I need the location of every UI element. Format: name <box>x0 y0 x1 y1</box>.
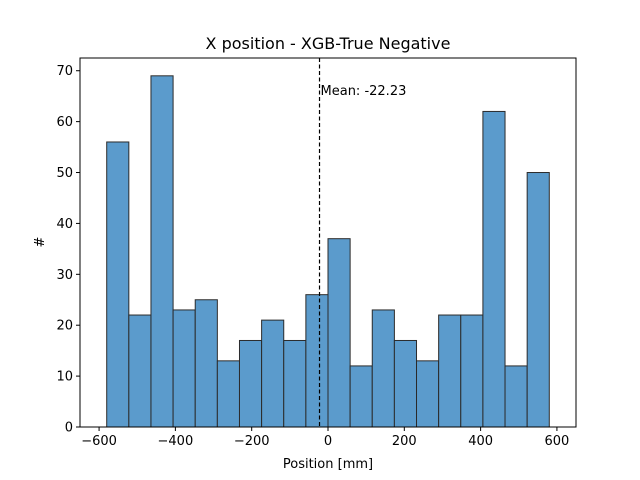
mean-label: Mean: -22.23 <box>321 84 407 99</box>
y-tick-label: 10 <box>56 370 73 385</box>
histogram-bar <box>438 314 462 428</box>
y-axis-ticks: 0 10 20 30 40 50 60 70 <box>56 64 80 436</box>
histogram-bar <box>526 172 550 428</box>
y-tick-label: 40 <box>56 217 73 232</box>
histogram-bar <box>305 294 329 428</box>
histogram-bar <box>327 238 351 428</box>
histogram-bar <box>238 339 263 428</box>
histogram-bar <box>172 309 196 428</box>
histogram-bar <box>460 314 484 428</box>
y-tick-label: 0 <box>65 421 73 436</box>
bars-layer <box>106 75 550 428</box>
histogram-bar <box>128 314 152 428</box>
histogram-bar <box>482 110 506 428</box>
histogram-bar <box>216 360 240 428</box>
chart-title: X position - XGB-True Negative <box>206 34 451 53</box>
y-tick-label: 60 <box>56 115 73 130</box>
x-axis-ticks: −600 −400 −200 0 200 400 600 <box>81 427 569 449</box>
histogram-bar <box>504 365 528 428</box>
y-tick-label: 30 <box>56 268 73 283</box>
histogram-bar <box>194 299 218 428</box>
y-axis-label: # <box>33 237 48 248</box>
x-axis-label: Position [mm] <box>283 457 373 472</box>
x-tick-label: 600 <box>545 434 570 449</box>
histogram-bar <box>371 309 395 428</box>
x-tick-label: 0 <box>324 434 332 449</box>
mean-layer: Mean: -22.23 <box>318 58 407 427</box>
y-tick-label: 50 <box>56 166 73 181</box>
histogram-bar <box>283 339 307 428</box>
x-tick-label: 200 <box>392 434 417 449</box>
x-tick-label: −600 <box>81 434 117 449</box>
histogram-bar <box>261 319 285 428</box>
y-tick-label: 20 <box>56 319 73 334</box>
x-tick-label: −200 <box>234 434 270 449</box>
x-tick-label: −400 <box>158 434 194 449</box>
histogram-bar <box>150 75 174 428</box>
histogram-bar <box>416 360 440 428</box>
histogram-bar <box>106 141 130 428</box>
histogram-bar <box>393 339 418 428</box>
y-tick-label: 70 <box>56 64 73 79</box>
histogram-bar <box>349 365 373 428</box>
x-tick-label: 400 <box>468 434 493 449</box>
